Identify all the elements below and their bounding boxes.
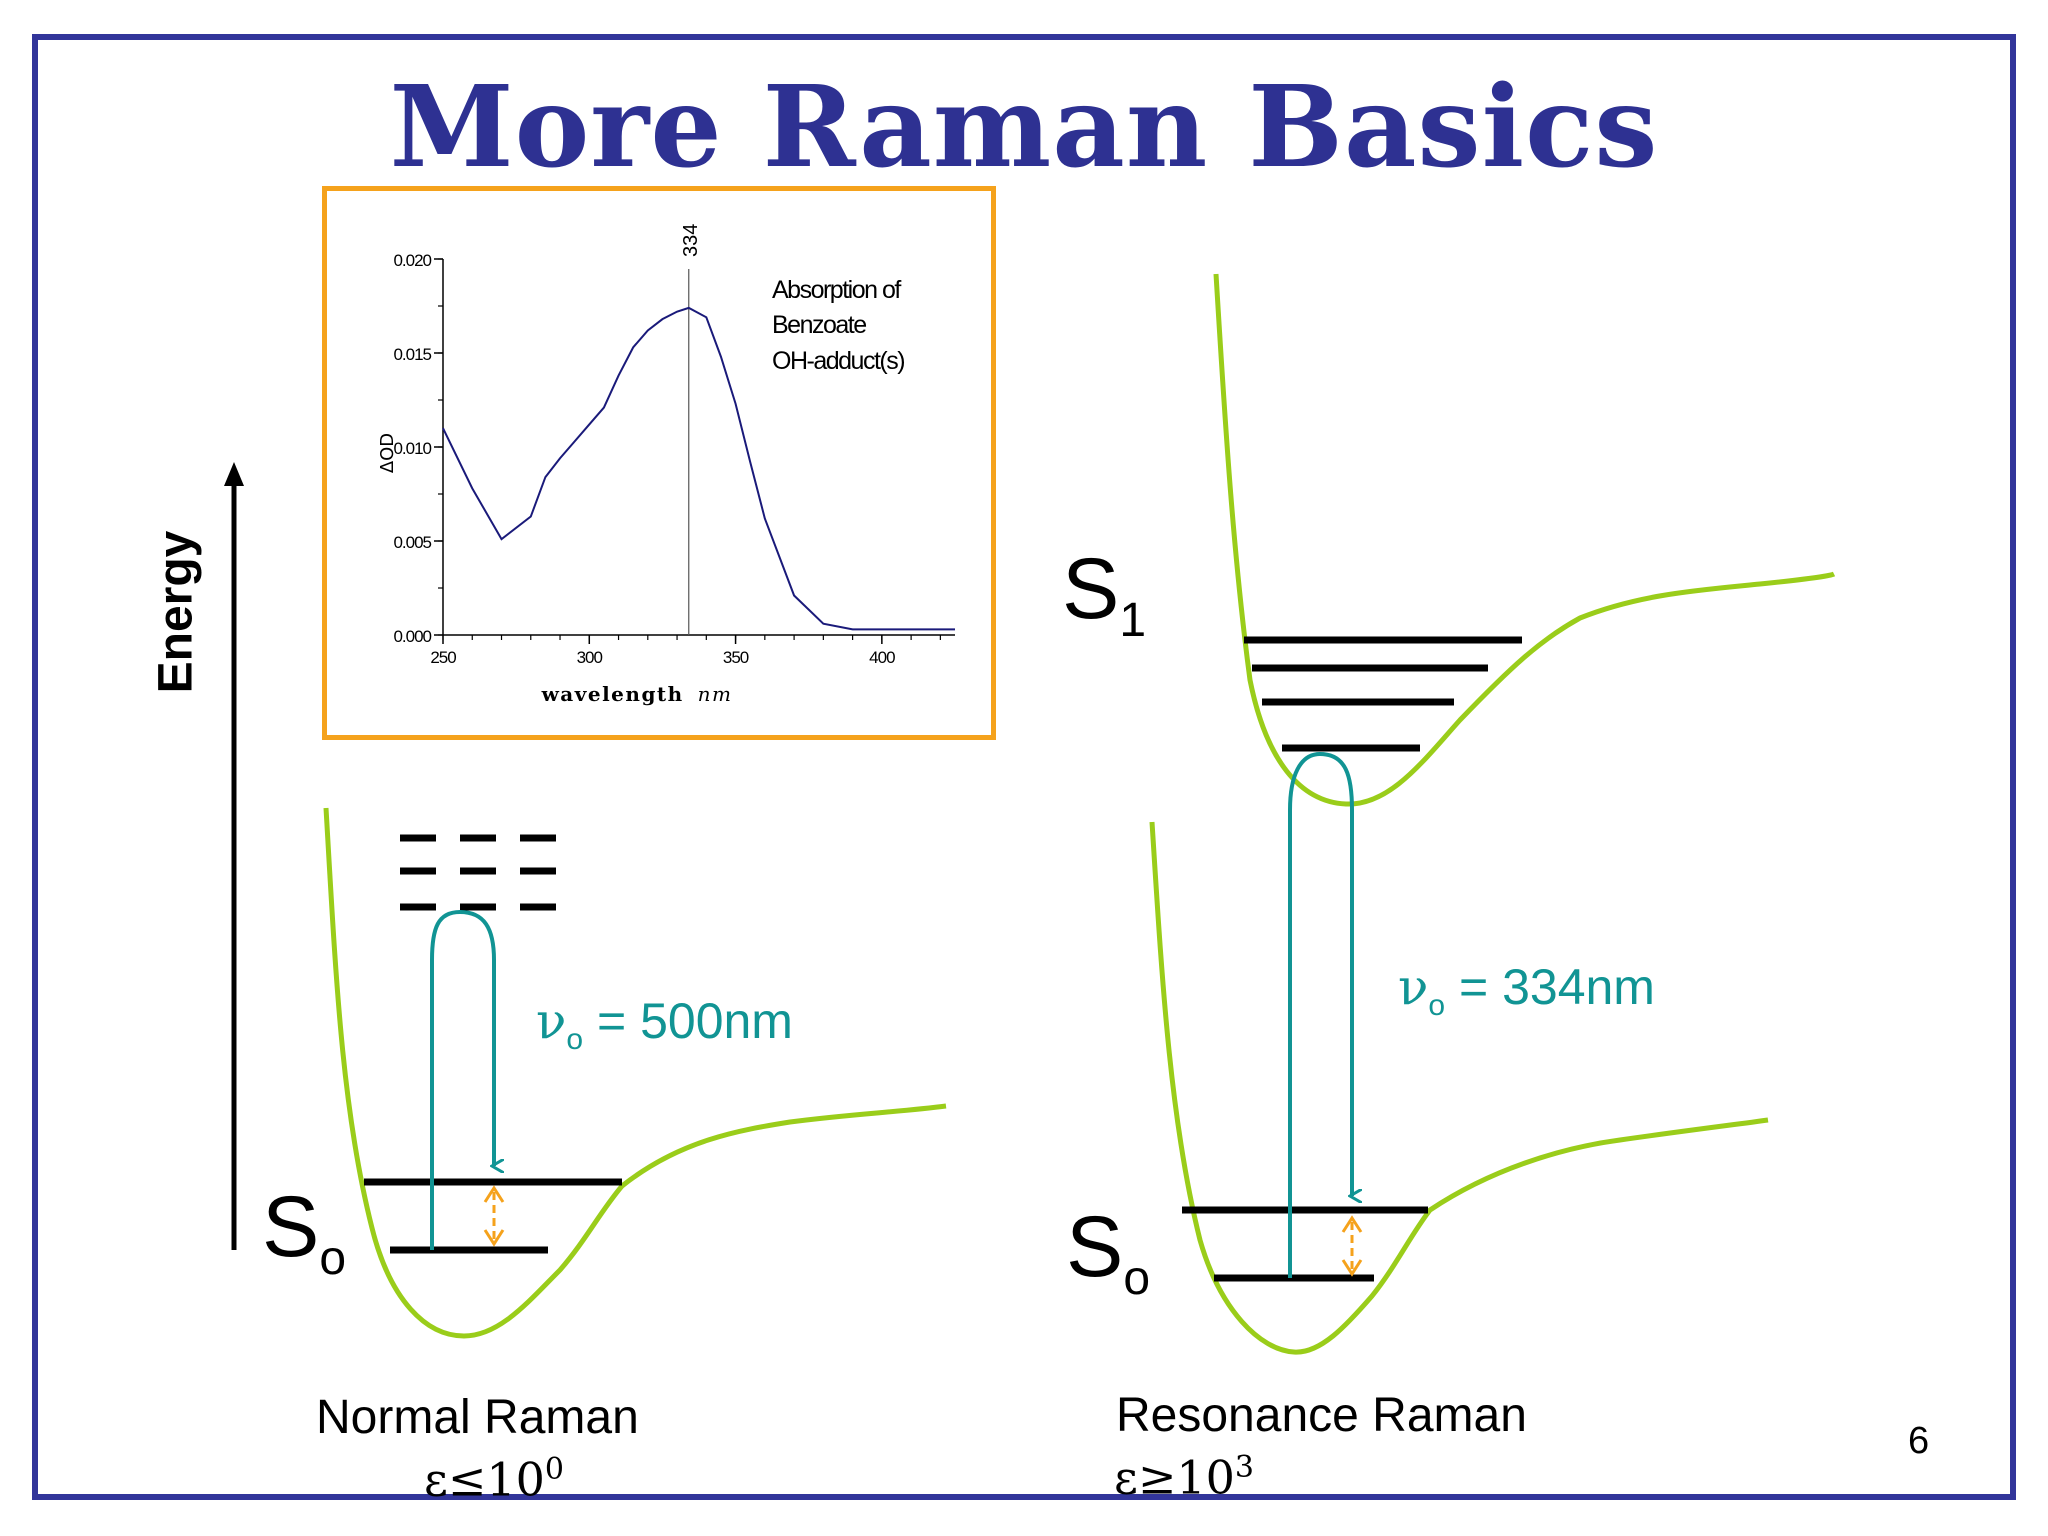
absorption-chart-box: 0.000 0.005 0.010 0.015 0.020 250 300 350 400 33… — [322, 186, 996, 740]
resonance-raman-ground-potential-curve — [1149, 821, 1769, 1355]
y-tick-label: 0.000 — [393, 627, 431, 646]
y-tick-label: 0.015 — [393, 345, 431, 364]
x-axis-label-unit: nm — [698, 682, 733, 706]
x-tick-label: 300 — [577, 648, 603, 667]
chart-x-axis-label: wavelength nm — [541, 682, 733, 706]
slide-frame — [32, 34, 2016, 1500]
y-tick-label: 0.005 — [393, 533, 431, 552]
energy-axis-arrowhead — [224, 462, 244, 486]
annotation-line-1: Absorption of — [772, 276, 901, 304]
virtual-states — [400, 834, 556, 911]
x-axis-label-main: wavelength — [541, 682, 684, 706]
marker-label: 334 — [680, 224, 702, 257]
resonance-raman-transition-arc — [1288, 751, 1352, 1278]
slide-title: More Raman Basics — [389, 62, 1659, 193]
resonance-raman-ground-state-label: So — [1066, 1199, 1151, 1306]
normal-raman-epsilon: ε≤100 — [424, 1452, 565, 1507]
chart-y-axis-label: ΔOD — [377, 433, 398, 473]
x-tick-label: 400 — [869, 648, 895, 667]
absorption-spectrum-line — [442, 306, 955, 631]
resonance-raman-frequency-label: νo = 334nm — [1398, 958, 1655, 1022]
y-tick-label: 0.010 — [393, 439, 431, 458]
annotation-line-2: Benzoate — [772, 311, 866, 339]
normal-raman-transition-arc — [430, 909, 494, 1250]
x-tick-label: 250 — [430, 648, 456, 667]
normal-raman-ground-state-label: So — [262, 1179, 347, 1286]
annotation-line-3: OH-adduct(s) — [772, 347, 904, 375]
normal-raman-ground-potential-curve — [323, 807, 947, 1339]
excited-state-potential-curve — [1213, 273, 1836, 807]
energy-axis-label: Energy — [149, 530, 203, 694]
normal-raman-vibrational-arrow — [483, 1185, 505, 1247]
page-number: 6 — [1908, 1420, 1930, 1462]
resonance-raman-epsilon: ε≥103 — [1114, 1450, 1255, 1505]
excited-state-label: S1 — [1062, 541, 1147, 648]
excited-state-levels — [1244, 636, 1522, 752]
absorption-chart: 0.000 0.005 0.010 0.015 0.020 250 300 350 400 33… — [377, 224, 955, 706]
resonance-raman-caption: Resonance Raman — [1116, 1389, 1527, 1442]
y-tick-label: 0.020 — [393, 251, 431, 270]
normal-raman-caption: Normal Raman — [316, 1391, 639, 1444]
normal-raman-frequency-label: νo = 500nm — [536, 992, 793, 1056]
chart-annotation: Absorption of Benzoate OH-adduct(s) — [772, 276, 905, 375]
x-tick-label: 350 — [723, 648, 749, 667]
resonance-raman-vibrational-arrow — [1341, 1215, 1363, 1277]
